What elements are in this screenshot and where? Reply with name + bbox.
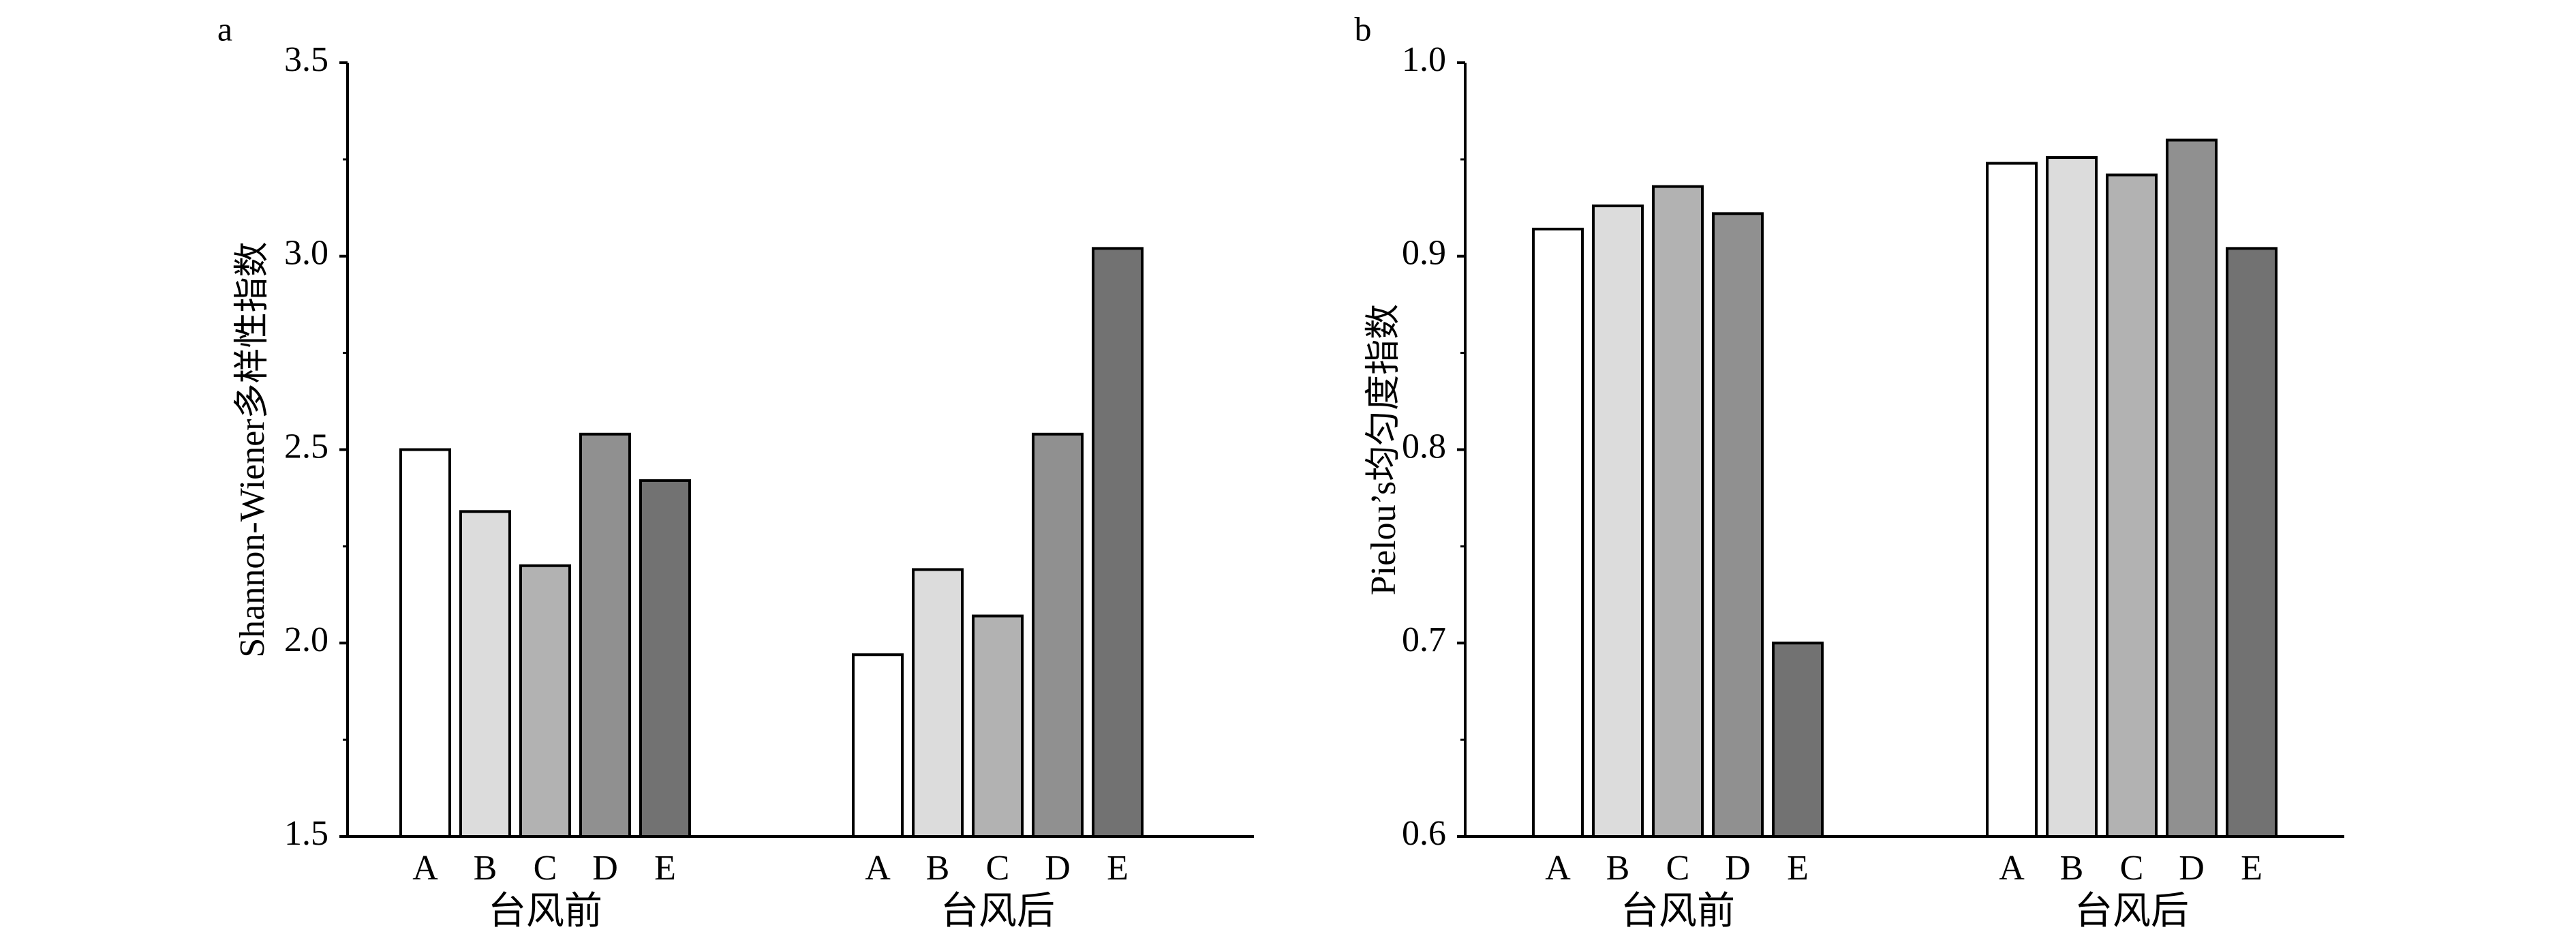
y-axis-title: Pielou’s均匀度指数: [1364, 304, 1403, 596]
bar-d: [2166, 138, 2218, 838]
bar-a: [1986, 162, 2038, 839]
x-category-label: E: [2241, 849, 2263, 888]
bar-c: [519, 564, 571, 838]
x-category-label: B: [2060, 849, 2084, 888]
y-tick-label: 3.0: [284, 234, 328, 273]
panel-letter: b: [1355, 10, 1372, 48]
x-category-label: C: [2120, 849, 2144, 888]
x-category-label: A: [1545, 849, 1571, 888]
bar-d: [1032, 432, 1084, 838]
bar-d: [579, 432, 631, 838]
x-group-label: 台风前: [488, 890, 602, 933]
bar-e: [1772, 642, 1824, 838]
x-category-label: C: [534, 849, 557, 888]
y-tick-label: 2.0: [284, 620, 328, 659]
bar-b: [459, 510, 511, 838]
x-category-label: B: [1606, 849, 1630, 888]
y-tick-label: 0.8: [1402, 427, 1446, 466]
x-category-label: A: [865, 849, 891, 888]
bar-b: [1592, 204, 1644, 839]
x-category-label: D: [592, 849, 618, 888]
x-category-label: A: [412, 849, 438, 888]
y-axis-title: Shannon-Wiener多样性指数: [233, 241, 272, 657]
y-tick-label: 2.5: [284, 427, 328, 466]
x-category-label: E: [1787, 849, 1809, 888]
x-group-label: 台风后: [940, 890, 1055, 933]
x-category-label: C: [1666, 849, 1690, 888]
bar-e: [639, 479, 691, 838]
panel-letter: a: [217, 10, 232, 48]
y-tick-label: 0.6: [1402, 814, 1446, 853]
bar-d: [1712, 212, 1764, 838]
x-category-label: B: [926, 849, 950, 888]
x-category-label: A: [1999, 849, 2025, 888]
bar-a: [399, 448, 451, 838]
bar-e: [1092, 247, 1144, 838]
x-category-label: D: [2179, 849, 2205, 888]
bar-b: [912, 568, 964, 838]
x-group-label: 台风前: [1621, 890, 1735, 933]
x-group-label: 台风后: [2074, 890, 2189, 933]
bar-c: [1652, 185, 1704, 839]
y-tick-label: 0.7: [1402, 620, 1446, 659]
bar-b: [2046, 156, 2098, 839]
bar-c: [2106, 173, 2158, 838]
x-category-label: E: [1107, 849, 1129, 888]
x-category-label: B: [474, 849, 497, 888]
y-tick-label: 1.0: [1402, 40, 1446, 79]
y-tick-label: 0.9: [1402, 234, 1446, 273]
bar-c: [972, 614, 1024, 839]
x-category-label: E: [654, 849, 676, 888]
bar-a: [852, 653, 904, 839]
y-tick-label: 1.5: [284, 814, 328, 853]
x-category-label: D: [1045, 849, 1071, 888]
x-category-label: D: [1725, 849, 1751, 888]
bar-a: [1532, 228, 1584, 838]
y-tick-label: 3.5: [284, 40, 328, 79]
x-category-label: C: [986, 849, 1010, 888]
bar-e: [2226, 247, 2278, 838]
